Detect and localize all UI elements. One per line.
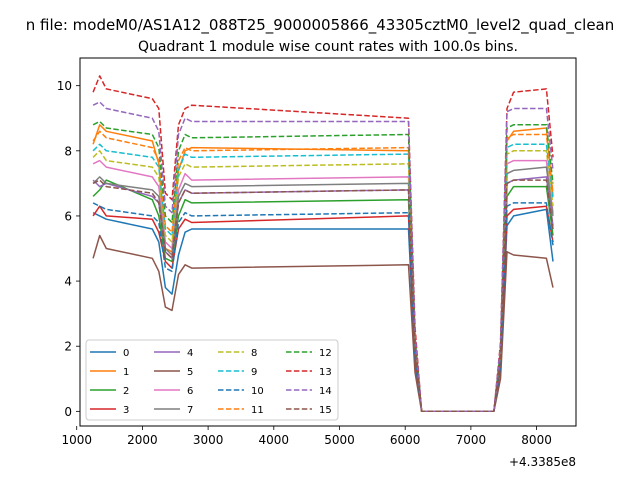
x-tick-label: 4000 [259, 433, 290, 447]
series-9-line [92, 143, 554, 413]
chart-title: Quadrant 1 module wise count rates with … [138, 39, 518, 55]
y-tick-label: 8 [64, 144, 72, 158]
y-tick-label: 2 [64, 340, 72, 354]
legend-label-15: 15 [319, 405, 332, 416]
y-tick-label: 4 [64, 275, 72, 289]
legend-label-0: 0 [123, 348, 129, 359]
y-tick-label: 0 [64, 405, 72, 419]
legend-label-9: 9 [251, 367, 257, 378]
legend-label-4: 4 [187, 348, 193, 359]
legend-label-2: 2 [123, 386, 129, 397]
legend-label-6: 6 [187, 386, 193, 397]
figure-suptitle: n file: modeM0/AS1A12_088T25_9000005866_… [26, 16, 615, 35]
y-tick-label: 6 [64, 209, 72, 223]
x-tick-label: 2000 [127, 433, 158, 447]
y-axis: 0 2 4 6 8 10 [57, 79, 80, 419]
series-3-line [92, 205, 554, 413]
x-axis: 1000 2000 3000 4000 5000 6000 7000 8000 [61, 426, 552, 447]
x-tick-label: 5000 [324, 433, 355, 447]
legend-label-12: 12 [319, 348, 332, 359]
x-tick-label: 3000 [193, 433, 224, 447]
series-10-line [92, 202, 554, 413]
legend-label-11: 11 [251, 405, 264, 416]
x-tick-label: 6000 [390, 433, 421, 447]
legend-label-5: 5 [187, 367, 193, 378]
series-14-line [92, 101, 554, 413]
series-13-line [92, 75, 554, 413]
series-7-line [92, 166, 554, 413]
legend-label-1: 1 [123, 367, 129, 378]
series-5-line [92, 234, 554, 413]
series-12-line [92, 120, 554, 413]
legend-label-7: 7 [187, 405, 193, 416]
legend-label-3: 3 [123, 405, 129, 416]
legend-label-14: 14 [319, 386, 332, 397]
x-axis-offset-label: +4.3385e8 [509, 455, 576, 469]
series-15-line [92, 179, 554, 413]
x-tick-label: 1000 [61, 433, 92, 447]
legend-frame [85, 339, 339, 421]
x-tick-label: 7000 [456, 433, 487, 447]
legend-label-13: 13 [319, 367, 332, 378]
y-tick-label: 10 [57, 79, 72, 93]
axes-frame [79, 57, 577, 427]
series-layer [92, 75, 554, 413]
x-tick-label: 8000 [521, 433, 552, 447]
legend-label-8: 8 [251, 348, 257, 359]
legend-label-10: 10 [251, 386, 264, 397]
